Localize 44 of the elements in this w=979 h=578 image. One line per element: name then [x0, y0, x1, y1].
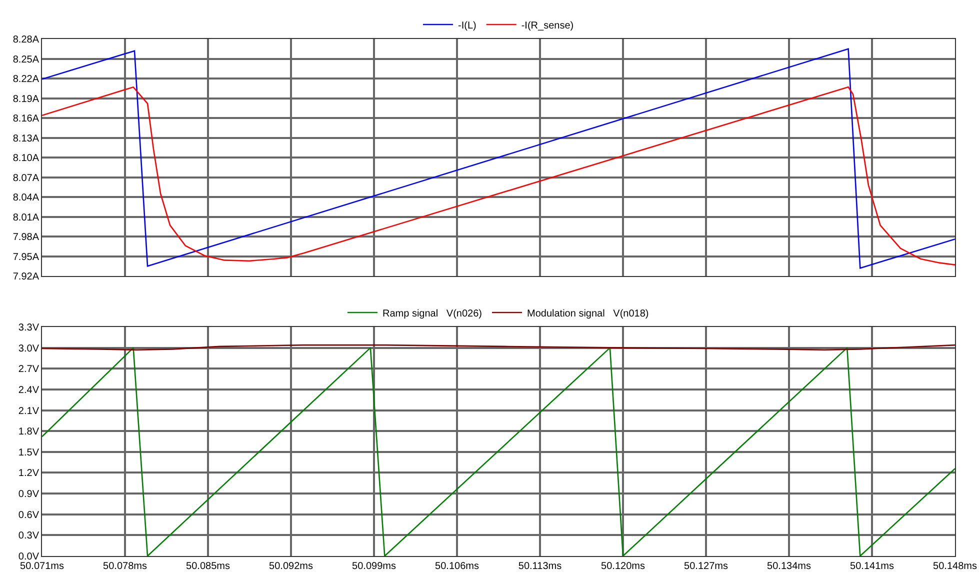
legend-label: -I(R_sense): [521, 20, 574, 32]
y-tick-label: 7.95A: [12, 252, 40, 263]
legend-label: -I(L): [458, 20, 476, 32]
y-tick-label: 0.9V: [18, 489, 40, 500]
y-tick-label: 8.01A: [12, 212, 40, 224]
y-tick-label: 0.3V: [18, 530, 40, 542]
x-tick-label: 50.085ms: [186, 561, 230, 572]
y-tick-label: 7.98A: [12, 232, 40, 243]
y-tick-label: 3.3V: [18, 322, 40, 334]
x-tick-label: 50.099ms: [352, 561, 396, 572]
y-tick-label: 1.8V: [18, 426, 40, 438]
y-tick-label: 0.0V: [18, 552, 40, 562]
y-tick-label: 8.19A: [12, 94, 40, 105]
x-tick-label: 50.113ms: [518, 561, 562, 572]
y-tick-label: 8.10A: [12, 153, 40, 164]
y-tick-label: 0.6V: [18, 510, 40, 521]
y-tick-label: 2.4V: [18, 384, 40, 396]
x-tick-label: 50.134ms: [767, 561, 811, 572]
y-tick-label: 8.16A: [12, 114, 40, 124]
y-tick-label: 8.04A: [12, 192, 40, 204]
x-tick-label: 50.078ms: [103, 561, 147, 572]
y-tick-label: 2.1V: [18, 406, 40, 417]
x-tick-label: 50.071ms: [20, 561, 64, 572]
x-tick-label: 50.092ms: [269, 561, 313, 572]
x-tick-label: 50.127ms: [684, 561, 728, 572]
line-series: [42, 347, 955, 556]
y-tick-label: 1.2V: [18, 468, 40, 480]
y-tick-label: 8.28A: [12, 34, 40, 46]
x-tick-label: 50.106ms: [435, 561, 479, 572]
legend-label: Modulation signal V(n018): [527, 308, 649, 320]
line-series: [42, 48, 955, 269]
y-tick-label: 8.22A: [12, 74, 40, 85]
x-tick-label: 50.120ms: [601, 561, 645, 572]
y-tick-label: 8.25A: [12, 54, 40, 66]
y-tick-label: 8.13A: [12, 133, 40, 144]
y-tick-label: 1.5V: [18, 447, 40, 458]
x-tick-label: 50.141ms: [850, 561, 894, 572]
x-tick-label: 50.148ms: [933, 561, 977, 572]
y-tick-label: 2.7V: [18, 364, 40, 376]
line-series: [42, 86, 955, 266]
y-tick-label: 8.07A: [12, 172, 40, 184]
y-tick-label: 7.92A: [12, 272, 40, 282]
y-tick-label: 3.0V: [18, 343, 40, 354]
legend-label: Ramp signal V(n026): [382, 308, 482, 320]
